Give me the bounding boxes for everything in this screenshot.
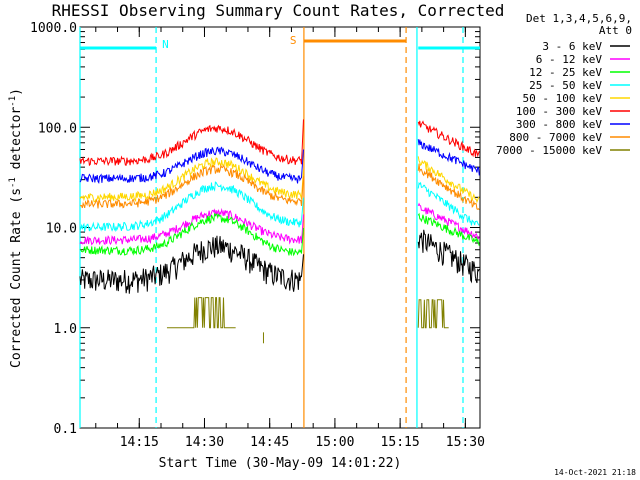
y-axis-label: Corrected Count Rate (s-1 detector-1): [8, 88, 24, 368]
legend-entry-label: 3 - 6 keV: [542, 40, 602, 53]
legend-entry-label: 12 - 25 keV: [529, 66, 602, 79]
series-line-7-segment-2: [417, 139, 480, 176]
y-axis-label-part3: ): [9, 88, 24, 96]
x-axis: 14:15 14:30 14:45 15:00 15:15 15:30: [95, 27, 485, 450]
series-line-3-segment-1: [79, 212, 304, 257]
series-line-2-segment-2: [417, 202, 480, 240]
y-tick-label: 10.0: [46, 222, 77, 237]
series-line-3-segment-2: [417, 212, 480, 246]
legend-header-line2: Att 0: [599, 24, 632, 37]
x-tick-label: 14:15: [120, 435, 159, 450]
legend-entry-label: 50 - 100 keV: [523, 92, 603, 105]
saa-label: S: [290, 34, 297, 47]
timestamp: 14-Oct-2021 21:18: [554, 468, 636, 477]
x-tick-label: 14:45: [250, 435, 289, 450]
plot-frame: [79, 26, 481, 429]
y-axis-label-exponent2: -1: [8, 96, 18, 107]
series-line-8-segment-2: [417, 163, 480, 210]
series-line-5-segment-1: [79, 157, 304, 203]
series-line-9-segment-2: [417, 299, 449, 329]
x-axis-label: Start Time (30-May-09 14:01:22): [159, 456, 402, 471]
series-line-6-segment-1: [79, 119, 304, 167]
x-tick-label: 15:00: [315, 435, 354, 450]
y-axis-label-part1: Corrected Count Rate (s: [9, 188, 24, 368]
series-line-5-segment-2: [417, 156, 480, 204]
y-tick-label: 0.1: [54, 422, 77, 437]
series-line-4-segment-1: [79, 181, 304, 232]
series-line-8-segment-1: [79, 164, 304, 209]
x-tick-label: 14:30: [185, 435, 224, 450]
legend-entry-label: 7000 - 15000 keV: [496, 144, 602, 157]
y-tick-label: 1000.0: [30, 21, 77, 36]
series-line-1-segment-2: [417, 229, 480, 284]
legend-entry-label: 300 - 800 keV: [516, 118, 602, 131]
legend-entry-label: 6 - 12 keV: [536, 53, 603, 66]
legend-entry-label: 800 - 7000 keV: [509, 131, 602, 144]
series-line-9-segment-1: [166, 297, 236, 329]
series-lines: [79, 119, 480, 344]
night-label: N: [162, 38, 169, 51]
x-tick-label: 15:30: [446, 435, 485, 450]
series-line-4-segment-2: [417, 181, 480, 226]
legend-entry-label: 100 - 300 keV: [516, 105, 602, 118]
y-tick-label: 100.0: [38, 121, 77, 136]
y-tick-label: 1.0: [54, 322, 77, 337]
legend-header-line1: Det 1,3,4,5,6,9,: [526, 12, 632, 25]
legend-entry-label: 25 - 50 keV: [529, 79, 602, 92]
series-line-6-segment-2: [417, 120, 480, 158]
chart-title: RHESSI Observing Summary Count Rates, Co…: [52, 1, 505, 20]
plot-area: [79, 26, 481, 429]
series-line-1-segment-1: [79, 235, 304, 294]
y-axis-label-part2: detector: [9, 107, 24, 178]
y-axis-label-exponent1: -1: [8, 177, 18, 188]
x-tick-label: 15:15: [381, 435, 420, 450]
series-line-7-segment-1: [79, 146, 304, 184]
y-axis: 0.1 1.0 10.0 100.0 1000.0: [30, 21, 480, 437]
